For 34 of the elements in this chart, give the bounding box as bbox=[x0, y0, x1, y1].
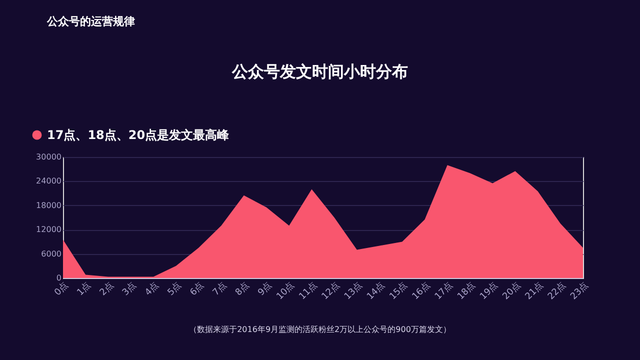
legend-label: 17点、18点、20点是发文最高峰 bbox=[47, 128, 230, 142]
x-tick-label: 13点 bbox=[342, 280, 364, 302]
x-tick-label: 23点 bbox=[568, 280, 591, 302]
y-tick-label: 0 bbox=[56, 274, 62, 282]
x-tick-label: 4点 bbox=[142, 280, 162, 298]
x-tick-label: 20点 bbox=[500, 280, 523, 302]
x-tick-label: 19点 bbox=[478, 280, 500, 302]
x-tick-label: 6点 bbox=[188, 280, 206, 298]
x-tick-label: 16点 bbox=[410, 280, 432, 302]
x-tick-label: 18点 bbox=[455, 280, 478, 302]
x-tick-label: 10点 bbox=[274, 280, 297, 302]
x-tick-label: 8点 bbox=[233, 280, 252, 298]
text: 公众号的运营规律 bbox=[46, 15, 135, 28]
x-tick-label: 21点 bbox=[523, 280, 546, 302]
chart-title: 公众号发文时间小时分布 bbox=[231, 62, 408, 81]
text: （数据来源于2016年9月监测的活跃粉丝2万以上公众号的900万篇发文） bbox=[189, 325, 451, 334]
x-tick-label: 9点 bbox=[256, 280, 274, 298]
y-tick-label: 30000 bbox=[36, 152, 62, 162]
x-tick-label: 5点 bbox=[165, 280, 184, 298]
x-tick-label: 12点 bbox=[320, 280, 342, 302]
x-tick-label: 14点 bbox=[364, 280, 388, 302]
x-tick-label: 11点 bbox=[297, 280, 320, 302]
x-tick-label: 22点 bbox=[546, 280, 568, 302]
x-tick-label: 15点 bbox=[387, 280, 410, 302]
y-tick-label: 24000 bbox=[36, 176, 62, 186]
x-tick-label: 3点 bbox=[120, 280, 138, 298]
x-tick-label: 17点 bbox=[432, 280, 455, 302]
y-tick-label: 12000 bbox=[36, 225, 62, 234]
x-tick-label: 0点 bbox=[52, 280, 71, 298]
y-tick-label: 18000 bbox=[36, 200, 62, 210]
y-tick-label: 6000 bbox=[41, 249, 62, 258]
x-tick-label: 2点 bbox=[98, 280, 116, 298]
x-tick-label: 7点 bbox=[210, 280, 229, 298]
x-tick-label: 1点 bbox=[74, 280, 94, 298]
